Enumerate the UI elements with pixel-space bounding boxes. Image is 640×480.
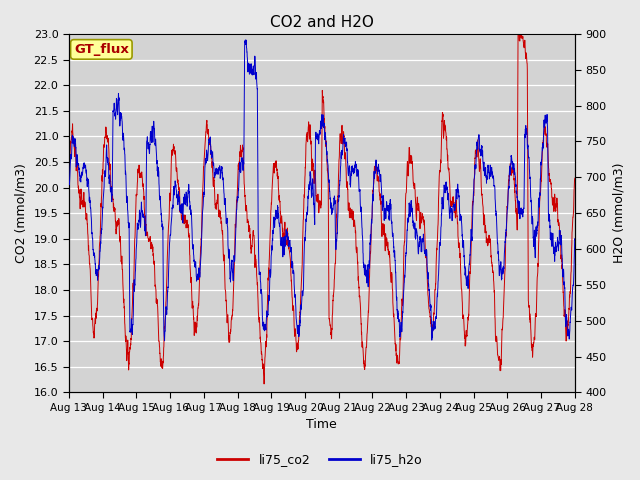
X-axis label: Time: Time bbox=[307, 419, 337, 432]
Text: GT_flux: GT_flux bbox=[74, 43, 129, 56]
Title: CO2 and H2O: CO2 and H2O bbox=[270, 15, 374, 30]
Y-axis label: CO2 (mmol/m3): CO2 (mmol/m3) bbox=[15, 163, 28, 263]
Legend: li75_co2, li75_h2o: li75_co2, li75_h2o bbox=[212, 448, 428, 471]
Y-axis label: H2O (mmol/m3): H2O (mmol/m3) bbox=[612, 163, 625, 264]
